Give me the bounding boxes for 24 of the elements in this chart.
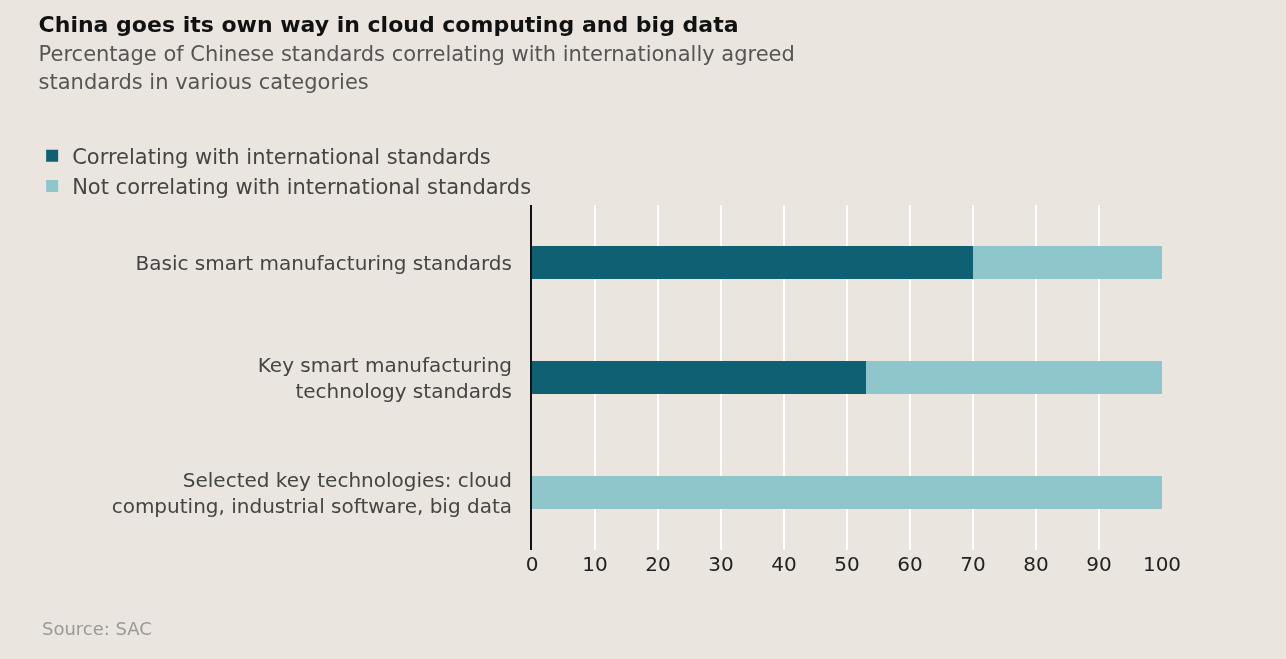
legend-label: Correlating with international standards	[72, 144, 491, 169]
source-note: Source: SAC	[42, 618, 152, 639]
x-tick-label: 10	[582, 552, 608, 576]
x-tick-label: 50	[834, 552, 860, 576]
y-tick-label: Basic smart manufacturing standards	[135, 250, 512, 275]
bar	[532, 361, 866, 394]
x-tick-label: 70	[960, 552, 986, 576]
x-tick-label: 100	[1142, 552, 1182, 576]
x-tick-label: 20	[645, 552, 671, 576]
x-tick-label: 30	[708, 552, 734, 576]
x-tick-label: 60	[897, 552, 923, 576]
bar	[532, 246, 973, 279]
bar	[532, 476, 1162, 509]
chart-subtitle: Percentage of Chinese standards correlating with internationally agreed standards in various categories	[38, 41, 795, 95]
x-tick-label: 0	[525, 552, 539, 576]
bar	[973, 246, 1162, 279]
x-tick-label: 90	[1086, 552, 1112, 576]
chart-title: China goes its own way in cloud computing and big data	[38, 12, 739, 37]
bar	[865, 361, 1162, 394]
x-tick-label: 40	[771, 552, 797, 576]
y-tick-label: Key smart manufacturing technology standards	[257, 352, 512, 403]
y-tick-label: Selected key technologies: cloud computing, industrial software, big data	[111, 467, 512, 518]
legend-label: Not correlating with international standards	[72, 175, 532, 200]
x-tick-label: 80	[1023, 552, 1049, 576]
